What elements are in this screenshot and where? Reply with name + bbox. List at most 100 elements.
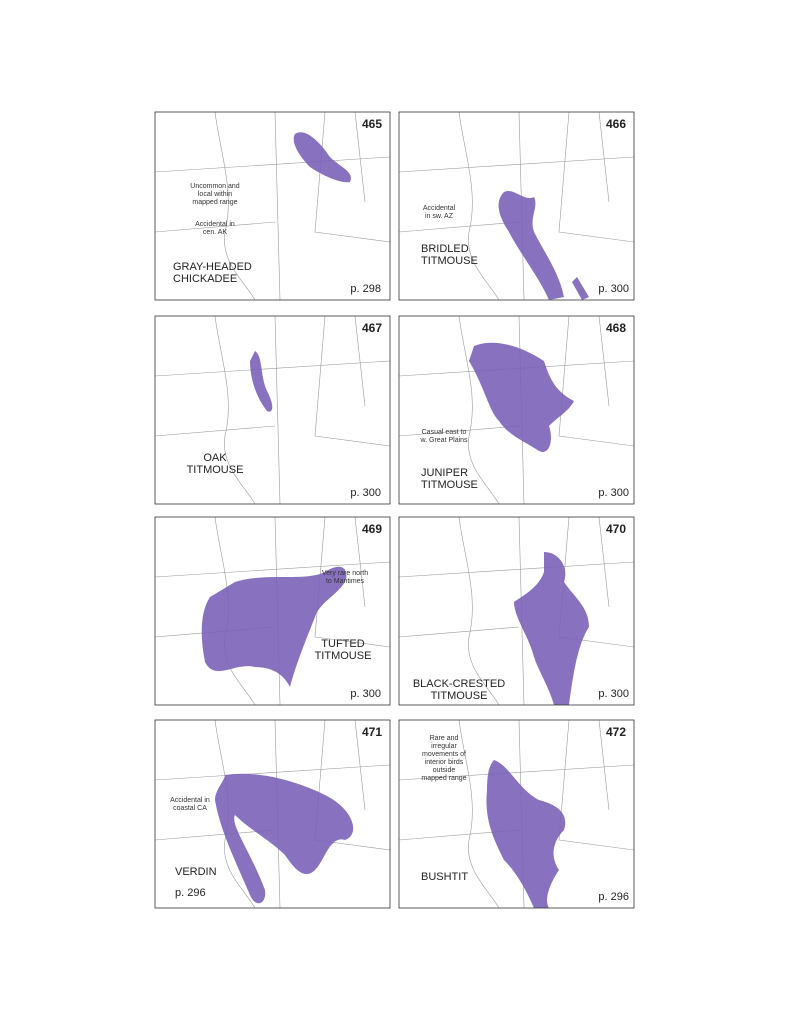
page-ref: p. 296 xyxy=(175,887,206,899)
map-note: Accidental xyxy=(423,205,456,212)
state-border xyxy=(458,720,500,908)
state-border xyxy=(214,112,256,300)
state-border xyxy=(354,720,366,811)
state-border xyxy=(214,720,256,908)
map-number: 472 xyxy=(606,725,626,739)
species-name: GRAY-HEADED xyxy=(173,261,252,273)
state-border xyxy=(155,360,390,377)
state-border xyxy=(558,720,634,851)
map-note: in sw. AZ xyxy=(425,213,454,220)
range-area xyxy=(514,552,589,705)
species-name: BUSHTIT xyxy=(421,871,468,883)
panel-frame xyxy=(154,315,391,505)
state-border xyxy=(598,517,610,608)
species-name: TITMOUSE xyxy=(315,650,372,662)
map-note: Very rare north xyxy=(322,570,368,577)
map-note: w. Great Plains xyxy=(419,437,468,444)
map-note: mapped range xyxy=(192,199,237,206)
map-background xyxy=(155,316,390,504)
state-border xyxy=(274,112,281,300)
map-area xyxy=(399,517,634,705)
state-border xyxy=(155,221,276,233)
range-area xyxy=(250,351,273,412)
state-border xyxy=(314,517,390,648)
species-name: OAK xyxy=(203,452,227,464)
state-border xyxy=(354,112,366,203)
state-border xyxy=(458,112,500,300)
state-border xyxy=(399,561,634,578)
species-name: JUNIPER xyxy=(421,467,468,479)
page-ref: p. 296 xyxy=(598,891,629,903)
map-note: Accidental in xyxy=(170,797,210,804)
map-number: 468 xyxy=(606,321,626,335)
map-note: Rare and xyxy=(430,735,459,742)
species-name: TUFTED xyxy=(321,638,364,650)
page-ref: p. 300 xyxy=(598,487,629,499)
state-border xyxy=(354,316,366,407)
panel-frame xyxy=(398,315,635,505)
panel-frame xyxy=(398,111,635,301)
state-border xyxy=(274,316,281,504)
state-border xyxy=(598,720,610,811)
map-note: coastal CA xyxy=(173,805,207,812)
species-name: CHICKADEE xyxy=(173,273,237,285)
map-number: 471 xyxy=(362,725,382,739)
state-border xyxy=(155,829,276,841)
map-area xyxy=(399,316,634,504)
panel-frame xyxy=(154,111,391,301)
panel-frame xyxy=(398,516,635,706)
map-note: Accidental in xyxy=(195,221,235,228)
state-border xyxy=(314,316,390,447)
map-area xyxy=(399,112,634,300)
species-name: TITMOUSE xyxy=(421,479,478,491)
page-ref: p. 300 xyxy=(350,487,381,499)
map-note: Casual east to xyxy=(422,429,467,436)
map-number: 470 xyxy=(606,522,626,536)
map-note: to Maritimes xyxy=(326,578,365,585)
panel-frame xyxy=(398,719,635,909)
state-border xyxy=(399,156,634,173)
map-area xyxy=(155,316,390,504)
map-note: interior birds xyxy=(425,759,464,766)
state-border xyxy=(558,112,634,243)
map-panel: 472 BUSHTIT p. 296 Rare andirregularmovemen… xyxy=(398,719,635,909)
state-border xyxy=(155,561,390,578)
state-border xyxy=(598,112,610,203)
species-name: TITMOUSE xyxy=(421,255,478,267)
map-note: movements of xyxy=(422,751,466,758)
map-note: Uncommon and xyxy=(190,183,240,190)
map-note: irregular xyxy=(431,743,457,750)
map-background xyxy=(155,112,390,300)
page-ref: p. 300 xyxy=(598,283,629,295)
species-name: VERDIN xyxy=(175,866,217,878)
panel-frame xyxy=(154,516,391,706)
range-area xyxy=(469,342,574,452)
range-area xyxy=(572,277,589,300)
range-area xyxy=(486,760,566,908)
map-note: cen. AK xyxy=(203,229,227,236)
species-name: BLACK-CRESTED xyxy=(413,678,505,690)
state-border xyxy=(399,626,520,638)
range-area xyxy=(215,773,354,904)
page-ref: p. 298 xyxy=(350,283,381,295)
state-border xyxy=(458,517,500,705)
range-area xyxy=(293,132,351,183)
map-number: 467 xyxy=(362,321,382,335)
state-border xyxy=(155,425,276,437)
species-name: TITMOUSE xyxy=(187,464,244,476)
page-ref: p. 300 xyxy=(598,688,629,700)
map-number: 466 xyxy=(606,117,626,131)
state-border xyxy=(214,316,256,504)
species-name: BRIDLED xyxy=(421,243,469,255)
map-number: 469 xyxy=(362,522,382,536)
map-number: 465 xyxy=(362,117,382,131)
map-area xyxy=(155,517,390,705)
page-ref: p. 300 xyxy=(350,688,381,700)
